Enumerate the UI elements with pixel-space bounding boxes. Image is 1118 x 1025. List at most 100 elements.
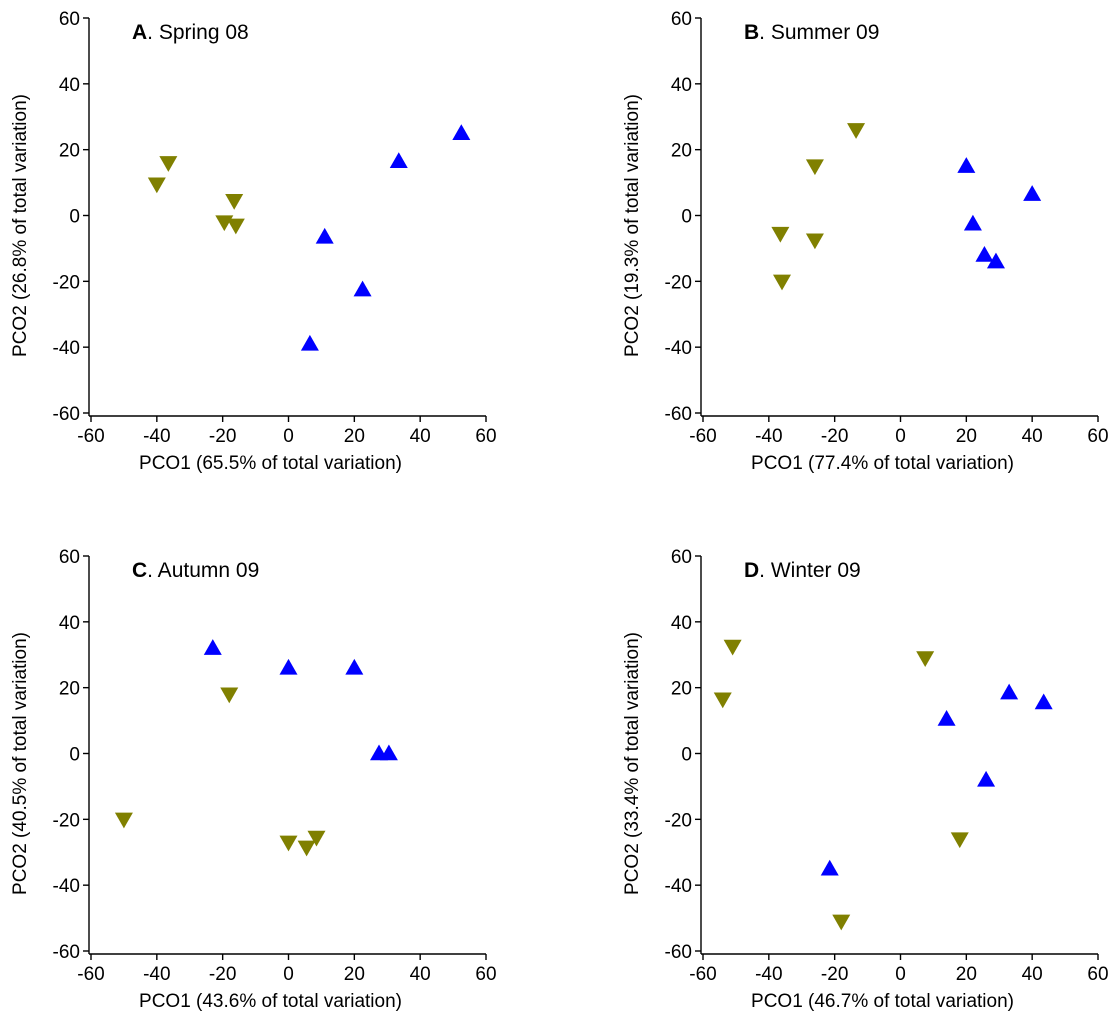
triangle-down-marker	[225, 193, 244, 210]
y-tick-label: 20	[671, 141, 692, 162]
triangle-up-marker	[315, 227, 334, 244]
triangle-up-marker	[379, 744, 398, 761]
panel-title-text: . Autumn 09	[147, 559, 259, 582]
y-tick-label: 20	[671, 679, 692, 700]
panel-letter: D	[744, 559, 759, 582]
triangle-up-marker	[452, 124, 471, 140]
triangle-up-marker	[279, 658, 298, 675]
x-tick-label: 0	[895, 426, 906, 447]
panel-title: B. Summer 09	[744, 21, 879, 44]
x-tick-label: 60	[475, 426, 496, 447]
x-tick-label: -20	[821, 426, 848, 447]
x-tick-label: 40	[410, 426, 431, 447]
triangle-up-marker	[353, 280, 372, 297]
panel-title-text: . Winter 09	[759, 559, 861, 582]
x-tick-label: 0	[895, 964, 906, 985]
panel-letter: C	[132, 559, 147, 582]
x-tick-label: 40	[1022, 964, 1043, 985]
y-tick-label: -60	[53, 404, 80, 425]
y-tick-label: -20	[53, 272, 80, 293]
triangle-up-marker	[986, 252, 1005, 269]
y-tick-label: -40	[665, 338, 692, 359]
triangle-down-marker	[114, 812, 133, 829]
y-tick-label: 40	[671, 613, 692, 634]
triangle-up-marker	[203, 639, 222, 655]
y-tick-label: -60	[53, 942, 80, 963]
panel-title: A. Spring 08	[132, 21, 249, 44]
triangle-down-marker	[307, 830, 326, 847]
y-tick-label: 20	[59, 141, 80, 162]
triangle-down-marker	[297, 840, 316, 857]
x-tick-label: -40	[755, 426, 782, 447]
x-tick-label: -60	[77, 426, 104, 447]
y-tick-label: -20	[665, 272, 692, 293]
y-axis-label: PCO2 (19.3% of total variation)	[622, 94, 643, 357]
panel-title: D. Winter 09	[744, 559, 861, 582]
triangle-up-marker	[977, 770, 996, 787]
triangle-down-marker	[771, 226, 790, 243]
panel-a: -60 -40 -20 0 20 40 60 -60 -40 -20 0 20 40 60 PCO1 (65…	[10, 9, 497, 474]
triangle-up-marker	[957, 157, 976, 173]
panel-b: -60 -40 -20 0 20 40 60 -60 -40 -20 0 20 40 60 PCO1 (77…	[622, 9, 1109, 474]
triangle-down-marker	[159, 156, 178, 172]
x-tick-label: 40	[410, 964, 431, 985]
y-tick-label: 60	[671, 547, 692, 568]
triangle-down-marker	[805, 233, 824, 250]
y-tick-label: -20	[53, 810, 80, 831]
x-tick-label: -60	[689, 426, 716, 447]
triangle-up-marker	[1023, 185, 1042, 201]
triangle-up-marker	[963, 214, 982, 231]
triangle-down-marker	[220, 687, 239, 704]
triangle-down-marker	[832, 914, 851, 931]
x-tick-label: 20	[344, 964, 365, 985]
x-tick-label: -40	[755, 964, 782, 985]
triangle-up-marker	[300, 334, 319, 351]
x-tick-label: 60	[1087, 426, 1108, 447]
triangle-down-marker	[916, 651, 935, 668]
y-tick-label: -40	[53, 338, 80, 359]
y-axis-label: PCO2 (26.8% of total variation)	[10, 94, 31, 357]
triangle-down-marker	[147, 177, 166, 194]
x-tick-label: -20	[209, 426, 236, 447]
triangle-down-marker	[950, 832, 969, 849]
y-axis-label: PCO2 (33.4% of total variation)	[622, 632, 643, 895]
y-tick-label: 40	[59, 75, 80, 96]
y-tick-label: 0	[681, 207, 692, 228]
panel-d: -60 -40 -20 0 20 40 60 -60 -40 -20 0 20 40 60 PCO1 (46…	[622, 547, 1109, 1012]
x-tick-label: 20	[956, 964, 977, 985]
x-tick-label: -20	[821, 964, 848, 985]
panel-letter: B	[744, 21, 759, 44]
y-tick-label: 0	[69, 207, 80, 228]
triangle-up-marker	[389, 152, 408, 168]
y-tick-label: 20	[59, 679, 80, 700]
triangle-up-marker	[1034, 693, 1053, 710]
triangle-down-marker	[773, 274, 791, 291]
y-tick-label: 60	[671, 9, 692, 30]
triangle-down-marker	[723, 639, 742, 656]
x-axis-label: PCO1 (46.7% of total variation)	[751, 991, 1014, 1012]
x-tick-label: -40	[143, 964, 170, 985]
triangle-up-marker	[820, 859, 839, 876]
triangle-down-marker	[279, 835, 298, 852]
y-tick-label: -20	[665, 810, 692, 831]
x-tick-label: -60	[689, 964, 716, 985]
y-tick-label: 0	[681, 745, 692, 766]
y-tick-label: 60	[59, 547, 80, 568]
y-tick-label: -60	[665, 404, 692, 425]
triangle-down-marker	[713, 692, 732, 709]
x-tick-label: -40	[143, 426, 170, 447]
triangle-down-marker	[226, 218, 245, 235]
y-tick-label: 40	[59, 613, 80, 634]
x-axis-label: PCO1 (65.5% of total variation)	[139, 453, 402, 474]
y-tick-label: -40	[665, 876, 692, 897]
x-tick-label: 20	[344, 426, 365, 447]
y-tick-label: 40	[671, 75, 692, 96]
x-tick-label: -60	[77, 964, 104, 985]
x-tick-label: 40	[1022, 426, 1043, 447]
triangle-up-marker	[975, 246, 994, 262]
triangle-up-marker	[1000, 683, 1019, 700]
panel-title-text: . Spring 08	[147, 21, 249, 44]
y-tick-label: 0	[69, 745, 80, 766]
y-tick-label: -40	[53, 876, 80, 897]
